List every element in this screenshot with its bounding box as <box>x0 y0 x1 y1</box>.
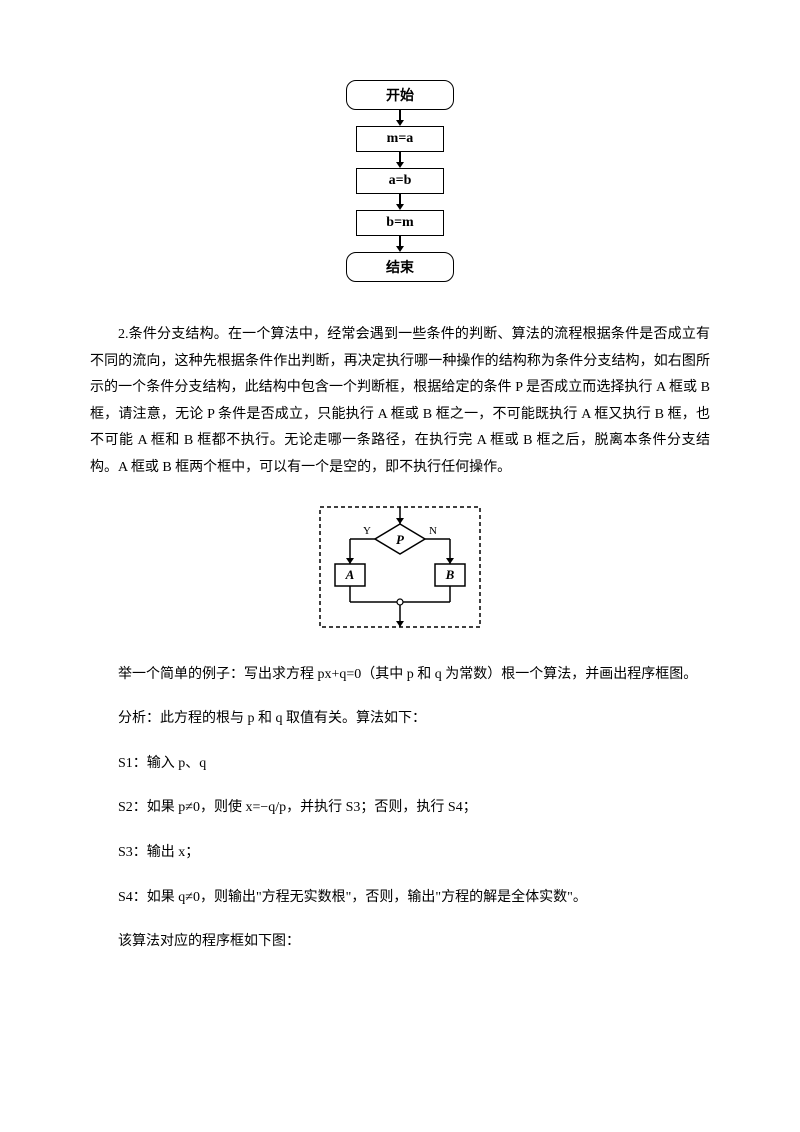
paragraph-example-intro: 举一个简单的例子：写出求方程 px+q=0（其中 p 和 q 为常数）根一个算法… <box>90 662 710 689</box>
flowchart-connector <box>399 194 401 204</box>
paragraph-analysis: 分析：此方程的根与 p 和 q 取值有关。算法如下： <box>90 706 710 733</box>
flowchart-start: 开始 <box>346 80 454 110</box>
step-s3: S3：输出 x； <box>90 840 710 867</box>
branch-no-label: N <box>429 525 437 537</box>
diagram-arrowhead <box>396 518 404 524</box>
decision-label: P <box>396 532 405 547</box>
flowchart-end: 结束 <box>346 252 454 282</box>
flowchart-step-2: a=b <box>356 168 444 194</box>
flowchart-step-1: m=a <box>356 126 444 152</box>
branch-yes-label: Y <box>363 525 371 537</box>
page-content: 开始 m=a a=b b=m 结束 2.条件分支结构。在一个算法中，经常会遇到一… <box>0 0 800 1034</box>
paragraph-conditional-structure: 2.条件分支结构。在一个算法中，经常会遇到一些条件的判断、算法的流程根据条件是否… <box>90 322 710 482</box>
flowchart-connector <box>399 236 401 246</box>
diagram-arrowhead <box>396 621 404 627</box>
step-s4: S4：如果 q≠0，则输出"方程无实数根"，否则，输出"方程的解是全体实数"。 <box>90 885 710 912</box>
step-s1: S1：输入 p、q <box>90 751 710 778</box>
conditional-branch-diagram: P Y N A B <box>90 502 710 632</box>
diagram-arrowhead <box>346 558 354 564</box>
flowchart-sequence: 开始 m=a a=b b=m 结束 <box>90 80 710 282</box>
flowchart-step-3: b=m <box>356 210 444 236</box>
paragraph-flowchart-ref: 该算法对应的程序框如下图： <box>90 929 710 956</box>
step-s2: S2：如果 p≠0，则使 x=−q/p，并执行 S3；否则，执行 S4； <box>90 795 710 822</box>
box-b-label: B <box>445 567 455 582</box>
flowchart-connector <box>399 110 401 120</box>
box-a-label: A <box>345 567 355 582</box>
flowchart-connector <box>399 152 401 162</box>
merge-point <box>397 599 403 605</box>
diagram-arrowhead <box>446 558 454 564</box>
